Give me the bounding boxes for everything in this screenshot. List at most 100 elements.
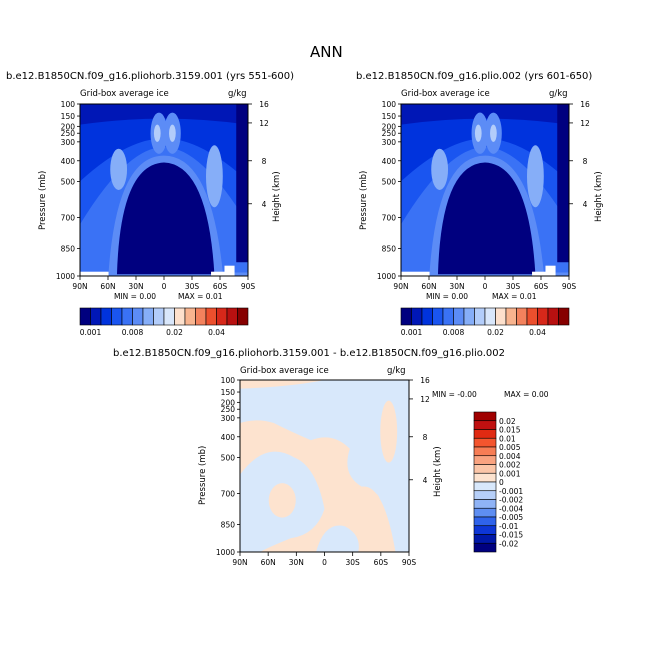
colorbar-swatch <box>153 307 165 326</box>
colorbar-swatch <box>526 307 538 326</box>
ice-maximum <box>527 145 544 208</box>
colorbar-swatch <box>516 307 528 326</box>
x-tick-label: 30S <box>506 282 521 291</box>
diff-positive-region <box>380 400 398 463</box>
y2-tick-label: 12 <box>420 395 430 404</box>
y2-tick-label: 8 <box>583 157 588 166</box>
y2-tick-label: 8 <box>423 433 428 442</box>
colorbar-label: -0.01 <box>499 522 519 531</box>
panel1-min: MIN = 0.00 <box>114 292 157 301</box>
colorbar-label: -0.004 <box>499 504 523 513</box>
ice-maximum <box>110 148 128 190</box>
x-tick-label: 60N <box>261 558 276 567</box>
colorbar-label: 0.008 <box>122 328 144 337</box>
panel3-max: MAX = 0.00 <box>504 390 549 399</box>
x-tick-label: 90S <box>402 558 417 567</box>
y2-tick-label: 16 <box>259 100 269 109</box>
ice-contour-band <box>401 104 569 182</box>
y-tick-label: 1000 <box>377 272 396 281</box>
colorbar-swatch <box>505 307 517 326</box>
x-tick-label: 90N <box>232 558 247 567</box>
y-tick-label: 150 <box>382 112 397 121</box>
y2-tick-label: 4 <box>262 200 267 209</box>
y-tick-label: 100 <box>382 100 397 109</box>
colorbar-swatch <box>484 307 496 326</box>
y-tick-label: 500 <box>382 177 397 186</box>
panel3-colorbar: 0.020.0150.010.0050.0040.0020.0010-0.001… <box>473 411 523 553</box>
panel2-min: MIN = 0.00 <box>426 292 469 301</box>
y2-tick-label: 4 <box>423 476 428 485</box>
panel2-subtitle: Grid-box average ice <box>401 89 490 99</box>
ice-maximum <box>169 124 176 142</box>
y-tick-label: 500 <box>61 177 76 186</box>
colorbar-label: 0.02 <box>499 417 516 426</box>
missing-data <box>545 265 556 276</box>
colorbar-label: 0.04 <box>208 328 225 337</box>
colorbar-swatch <box>442 307 454 326</box>
y-tick-label: 200 <box>61 122 76 131</box>
colorbar-label: 0.005 <box>499 443 521 452</box>
x-tick-label: 0 <box>322 558 327 567</box>
panel1-title: b.e12.B1850CN.f09_g16.pliohorb.3159.001 … <box>6 71 295 82</box>
y2-tick-label: 4 <box>583 200 588 209</box>
y-tick-label: 400 <box>221 433 236 442</box>
y-tick-label: 700 <box>221 490 236 499</box>
colorbar-swatch <box>495 307 507 326</box>
colorbar-swatch <box>195 307 207 326</box>
y-tick-label: 100 <box>221 376 236 385</box>
page-title: ANN <box>310 43 343 61</box>
panel3-units: g/kg <box>387 366 406 376</box>
missing-data <box>532 271 549 276</box>
colorbar-swatch <box>558 307 570 326</box>
y-tick-label: 250 <box>382 129 397 138</box>
colorbar-swatch <box>473 516 497 527</box>
colorbar-label: 0.02 <box>487 328 504 337</box>
panel2-title: b.e12.B1850CN.f09_g16.plio.002 (yrs 601-… <box>356 71 593 82</box>
ice-maximum <box>153 124 161 142</box>
y-tick-label: 300 <box>382 138 397 147</box>
panel1-subtitle: Grid-box average ice <box>80 89 169 99</box>
colorbar-label: -0.02 <box>499 539 519 548</box>
x-tick-label: 30N <box>289 558 304 567</box>
colorbar-swatch <box>400 307 412 326</box>
colorbar-label: 0.002 <box>499 461 521 470</box>
y-tick-label: 150 <box>61 112 76 121</box>
ice-contour-band <box>557 104 569 263</box>
ice-contour-band <box>401 104 569 125</box>
colorbar-swatch <box>473 455 497 465</box>
y-tick-label: 850 <box>382 244 397 253</box>
y-tick-label: 700 <box>61 214 76 223</box>
y-tick-label: 200 <box>221 398 236 407</box>
y-tick-label: 850 <box>221 520 236 529</box>
colorbar-swatch <box>473 411 497 422</box>
x-tick-label: 30N <box>128 282 143 291</box>
y-tick-label: 1000 <box>56 272 75 281</box>
colorbar-label: -0.005 <box>499 513 523 522</box>
colorbar-swatch <box>473 446 497 457</box>
panel2-colorbar: 0.001 0.008 0.02 0.04 <box>400 307 570 337</box>
colorbar-label: -0.002 <box>499 496 523 505</box>
colorbar-swatch <box>463 307 475 326</box>
panel3-min: MIN = -0.00 <box>432 390 477 399</box>
x-tick-label: 60S <box>534 282 549 291</box>
colorbar-label: 0 <box>499 478 504 487</box>
ice-maximum <box>431 148 449 191</box>
colorbar-label: 0.001 <box>401 328 423 337</box>
panel1-max: MAX = 0.01 <box>178 292 223 301</box>
x-tick-label: 0 <box>162 282 167 291</box>
colorbar-swatch <box>537 307 549 326</box>
y-tick-label: 300 <box>221 414 236 423</box>
y-tick-label: 200 <box>382 122 397 131</box>
colorbar-swatch <box>226 307 238 326</box>
y2-tick-label: 8 <box>262 157 267 166</box>
diff-negative-region <box>240 380 409 552</box>
ice-maximum <box>490 124 497 142</box>
y-tick-label: 1000 <box>216 548 235 557</box>
colorbar-swatch <box>100 307 112 326</box>
x-tick-label: 90N <box>393 282 408 291</box>
ice-minimum-core <box>437 162 536 275</box>
x-tick-label: 90S <box>241 282 256 291</box>
colorbar-swatch <box>432 307 444 326</box>
ice-minimum-core <box>116 162 215 275</box>
